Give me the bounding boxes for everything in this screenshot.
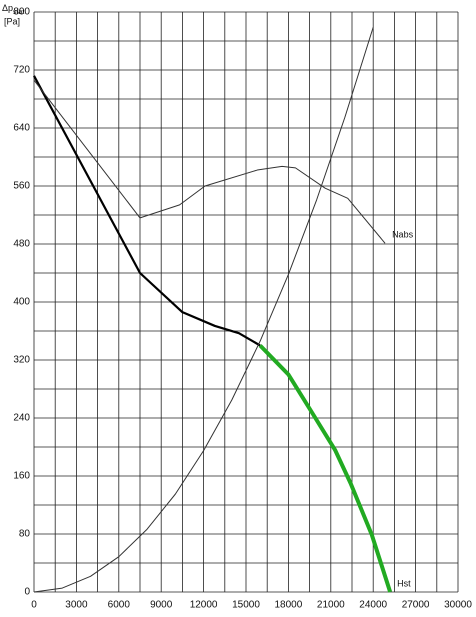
- x-tick-label: 18000: [274, 600, 302, 611]
- y-tick-label: 0: [24, 587, 30, 598]
- x-tick-label: 30000: [444, 600, 472, 611]
- y-tick-label: 720: [13, 65, 30, 76]
- series-label: Hst: [397, 578, 411, 588]
- y-label: Δp: [2, 3, 13, 13]
- y-tick-label: 640: [13, 123, 30, 134]
- x-tick-label: 3000: [65, 600, 88, 611]
- y-axis-label: Δpstat: [2, 3, 24, 15]
- x-tick-label: 24000: [359, 600, 387, 611]
- series-label: Nabs: [392, 230, 414, 240]
- x-tick-label: 12000: [190, 600, 218, 611]
- series-line: [33, 27, 374, 593]
- x-tick-label: 21000: [317, 600, 345, 611]
- series-line: [33, 79, 386, 244]
- y-tick-label: 400: [13, 297, 30, 308]
- x-tick-label: 15000: [232, 600, 260, 611]
- y-label-sub: stat: [13, 9, 24, 16]
- series-line: [33, 75, 261, 347]
- y-unit: [Pa]: [4, 16, 20, 26]
- x-tick-label: 27000: [402, 600, 430, 611]
- y-tick-label: 320: [13, 355, 30, 366]
- x-tick-label: 9000: [150, 600, 173, 611]
- y-tick-label: 240: [13, 413, 30, 424]
- y-tick-label: 160: [13, 471, 30, 482]
- y-tick-label: 80: [19, 529, 31, 540]
- y-tick-label: 800: [13, 7, 30, 18]
- x-tick-label: 6000: [108, 600, 131, 611]
- y-tick-label: 560: [13, 181, 30, 192]
- x-tick-label: 0: [31, 600, 37, 611]
- series-line: [258, 344, 393, 593]
- y-tick-label: 480: [13, 239, 30, 250]
